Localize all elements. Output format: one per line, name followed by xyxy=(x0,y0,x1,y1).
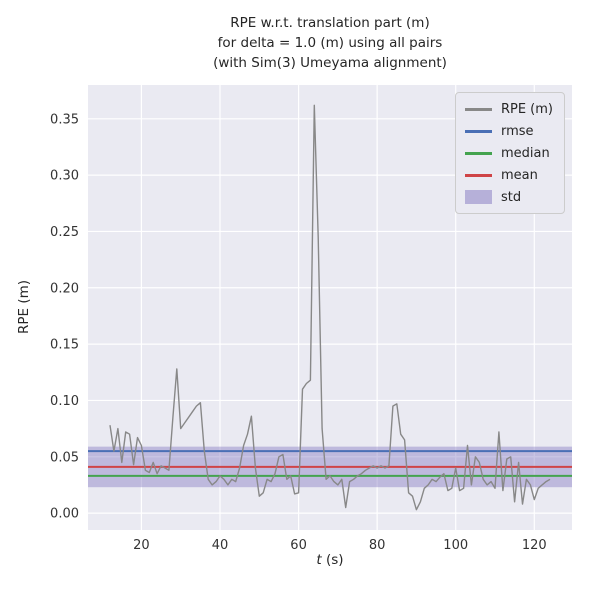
legend-label: rmse xyxy=(500,123,534,139)
x-tick-label: 60 xyxy=(290,538,307,553)
y-tick-label: 0.25 xyxy=(50,225,79,240)
x-tick-label: 40 xyxy=(212,538,229,553)
x-tick-label: 100 xyxy=(443,538,468,553)
chart-title-line2: for delta = 1.0 (m) using all pairs xyxy=(217,35,443,51)
legend: RPE (m) rmse median mean std xyxy=(454,92,565,214)
y-tick-label: 0.20 xyxy=(50,281,79,296)
legend-label: median xyxy=(500,145,550,161)
x-axis-label: t (s) xyxy=(88,552,572,568)
y-tick-label: 0.05 xyxy=(50,450,79,465)
chart-title-line3: (with Sim(3) Umeyama alignment) xyxy=(213,55,447,71)
legend-key-line xyxy=(464,107,492,111)
legend-key-line xyxy=(464,173,492,177)
legend-entry: median xyxy=(464,144,553,162)
legend-entry: std xyxy=(464,188,553,206)
y-tick-label: 0.10 xyxy=(50,394,79,409)
chart-title: RPE w.r.t. translation part (m) for delt… xyxy=(88,13,572,73)
legend-key-line xyxy=(464,151,492,155)
x-axis-label-variable: t xyxy=(316,552,322,568)
x-tick-label: 20 xyxy=(133,538,150,553)
y-tick-label: 0.00 xyxy=(50,507,79,522)
legend-key-line xyxy=(464,129,492,133)
x-tick-label: 120 xyxy=(522,538,547,553)
legend-label: mean xyxy=(500,167,538,183)
legend-key-patch xyxy=(464,190,492,204)
legend-entry: rmse xyxy=(464,122,553,140)
legend-label: RPE (m) xyxy=(500,101,553,117)
x-axis-label-unit: (s) xyxy=(326,552,344,568)
y-axis-label: RPE (m) xyxy=(16,279,32,335)
legend-label: std xyxy=(500,189,522,205)
legend-entry: RPE (m) xyxy=(464,100,553,118)
legend-entry: mean xyxy=(464,166,553,184)
y-tick-label: 0.35 xyxy=(50,112,79,127)
rpe-series-line xyxy=(109,104,551,511)
x-tick-label: 80 xyxy=(369,538,386,553)
y-tick-label: 0.30 xyxy=(50,169,79,184)
chart-title-line1: RPE w.r.t. translation part (m) xyxy=(230,15,430,31)
y-tick-label: 0.15 xyxy=(50,338,79,353)
